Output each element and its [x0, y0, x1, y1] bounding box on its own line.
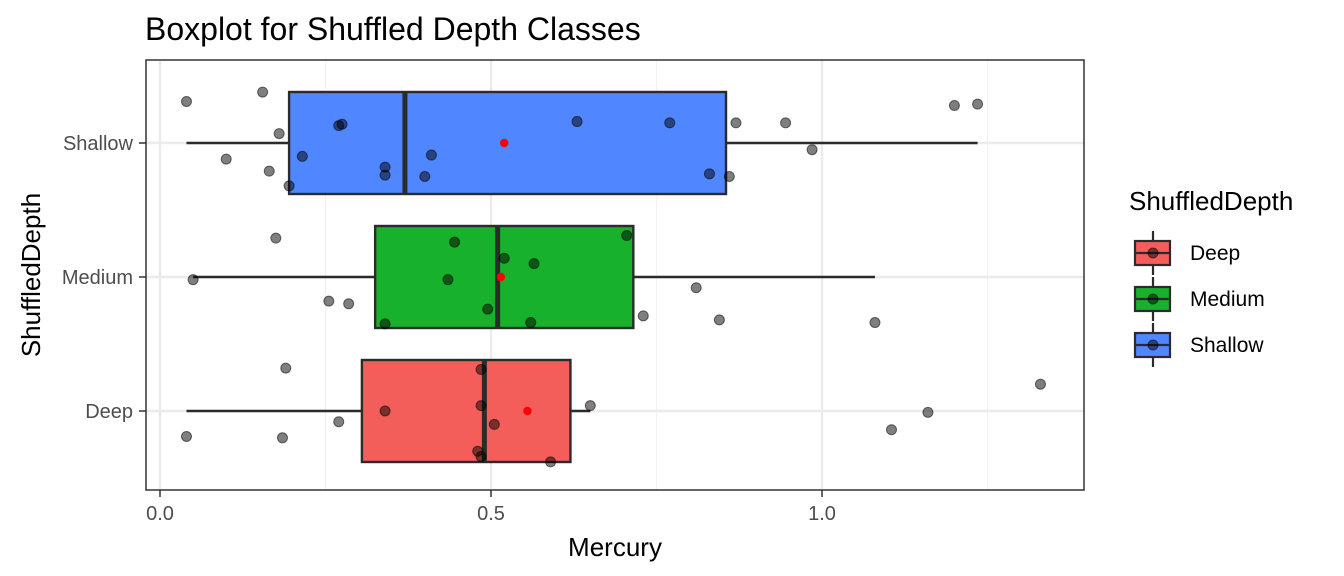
mean-point-shallow [500, 138, 509, 148]
x-tick-label: 1.0 [808, 503, 836, 525]
data-point-shallow [257, 86, 269, 98]
data-point-medium [637, 310, 649, 322]
data-point-deep [922, 406, 934, 418]
data-point-deep [488, 418, 500, 430]
data-point-medium [482, 303, 494, 315]
data-point-medium [270, 232, 282, 244]
legend-items: Deep Medium Shallow [1133, 231, 1265, 367]
data-point-shallow [336, 118, 348, 130]
x-tick-label: 0.5 [477, 503, 505, 525]
legend-point [1147, 293, 1159, 305]
box-iqr [360, 358, 572, 464]
y-axis: Deep Medium Shallow [62, 133, 146, 423]
legend-item-deep: Deep [1133, 231, 1240, 275]
legend-label: Deep [1190, 242, 1240, 265]
data-point-deep [584, 400, 596, 412]
chart-title: Boxplot for Shuffled Depth Classes [145, 11, 641, 47]
data-point-deep [379, 405, 391, 417]
data-point-deep [475, 451, 487, 463]
y-tick-label: Deep [85, 401, 133, 423]
legend-item-medium: Medium [1133, 277, 1265, 321]
data-point-shallow [425, 149, 437, 161]
data-point-shallow [948, 99, 960, 111]
data-point-deep [545, 456, 557, 468]
y-axis-title: ShuffledDepth [16, 193, 46, 357]
y-tick-label: Shallow [63, 133, 134, 155]
panel-border [145, 59, 1085, 491]
data-point-shallow [972, 98, 984, 110]
data-point-medium [621, 229, 633, 241]
data-point-shallow [571, 116, 583, 128]
point-layer [180, 86, 1046, 468]
data-point-medium [379, 318, 391, 330]
legend-label: Shallow [1190, 334, 1264, 357]
plot-panel [145, 59, 1085, 491]
x-tick-label: 0.0 [146, 503, 174, 525]
data-point-medium [187, 274, 199, 286]
legend-point [1147, 339, 1159, 351]
data-point-shallow [806, 144, 818, 156]
legend-title: ShuffledDepth [1129, 186, 1293, 216]
mean-point-medium [496, 272, 506, 282]
data-point-shallow [703, 168, 715, 180]
data-point-shallow [780, 117, 792, 129]
data-point-medium [713, 314, 725, 326]
data-point-deep [886, 424, 898, 436]
data-point-shallow [730, 117, 742, 129]
data-point-medium [690, 282, 702, 294]
legend-point [1147, 247, 1159, 259]
data-point-medium [343, 298, 355, 310]
data-point-deep [475, 363, 487, 375]
legend-label: Medium [1190, 288, 1265, 311]
mean-layer [496, 138, 532, 416]
data-point-deep [475, 400, 487, 412]
data-point-shallow [664, 117, 676, 129]
data-point-medium [442, 274, 454, 286]
data-point-shallow [273, 128, 285, 140]
data-point-shallow [263, 165, 275, 177]
data-point-medium [498, 252, 510, 264]
x-axis-title: Mercury [568, 532, 662, 562]
data-point-shallow [296, 150, 308, 162]
data-point-medium [869, 317, 881, 329]
data-point-medium [528, 258, 540, 270]
data-point-deep [333, 416, 345, 428]
data-point-medium [525, 317, 537, 329]
data-point-medium [323, 295, 335, 307]
data-point-medium [449, 236, 461, 248]
data-point-shallow [723, 171, 735, 182]
data-point-shallow [220, 153, 232, 165]
legend-item-shallow: Shallow [1133, 323, 1264, 367]
data-point-shallow [419, 171, 431, 182]
y-tick-label: Medium [62, 267, 133, 289]
data-point-deep [1034, 378, 1046, 390]
data-point-deep [180, 430, 192, 442]
data-point-shallow [283, 180, 295, 192]
data-point-shallow [180, 95, 192, 107]
legend: ShuffledDepth Deep Medium Shallow [1129, 186, 1293, 367]
data-point-deep [280, 362, 292, 374]
box-deep [186, 358, 591, 464]
data-point-deep [276, 432, 288, 444]
data-point-shallow [379, 169, 391, 181]
x-axis: 0.0 0.5 1.0 [146, 490, 836, 525]
mean-point-deep [523, 406, 532, 416]
